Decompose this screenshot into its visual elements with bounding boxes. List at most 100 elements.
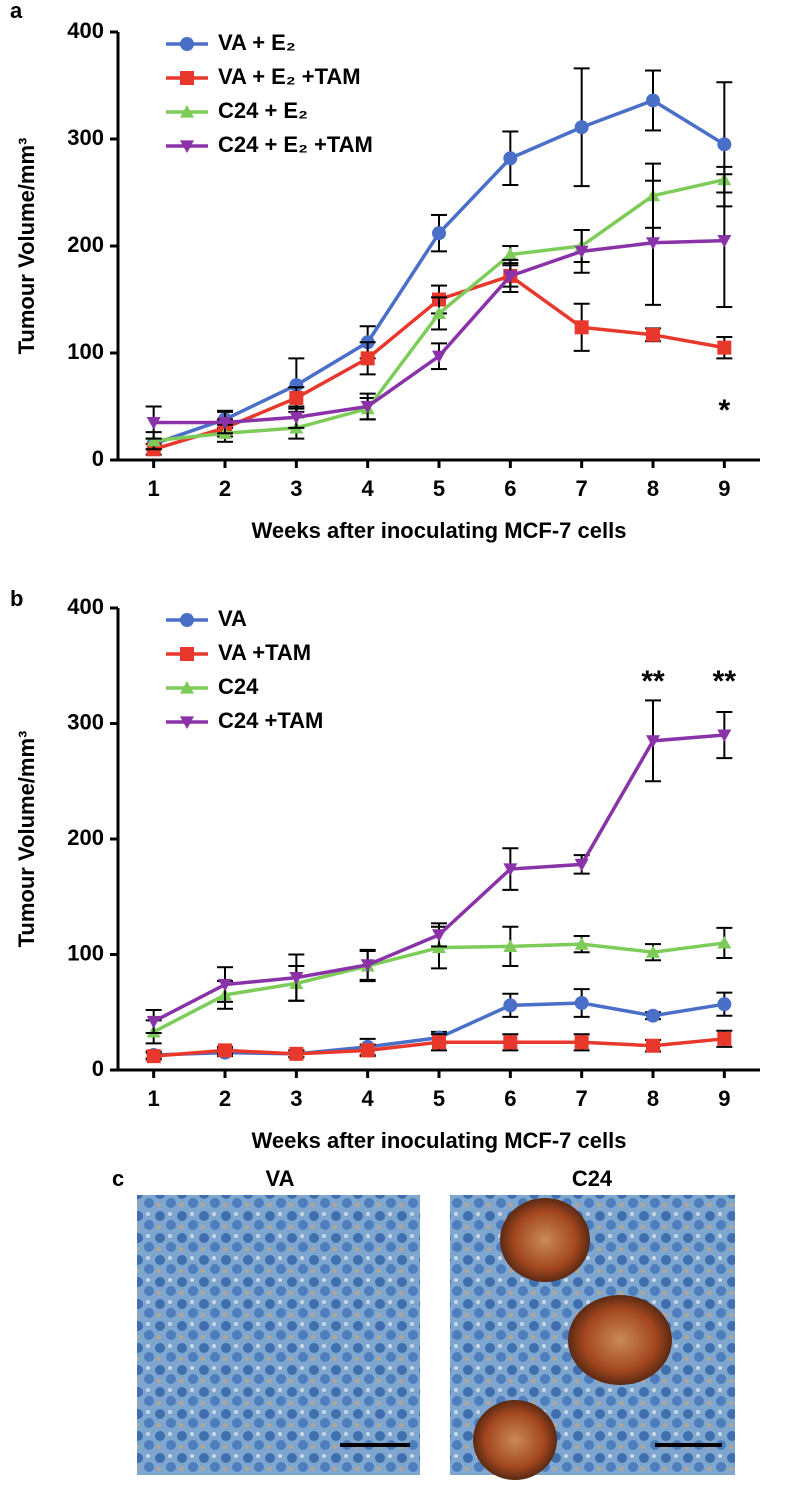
marker bbox=[646, 93, 660, 108]
marker bbox=[574, 245, 589, 259]
marker bbox=[146, 433, 161, 447]
x-tick-label: 6 bbox=[504, 476, 516, 501]
marker bbox=[180, 716, 194, 729]
x-tick-label: 9 bbox=[718, 476, 730, 501]
marker bbox=[180, 71, 194, 85]
y-axis-label: Tumour Volume/mm³ bbox=[14, 731, 39, 948]
legend-label: C24 +TAM bbox=[218, 708, 323, 733]
marker bbox=[289, 1046, 304, 1061]
x-tick-label: 6 bbox=[504, 1086, 516, 1111]
marker bbox=[432, 929, 446, 942]
y-tick-label: 100 bbox=[67, 339, 104, 364]
marker bbox=[180, 140, 194, 153]
marker bbox=[218, 416, 232, 430]
marker bbox=[646, 237, 660, 250]
marker bbox=[574, 937, 589, 950]
y-tick-label: 200 bbox=[67, 825, 104, 850]
marker bbox=[503, 247, 518, 261]
x-tick-label: 7 bbox=[576, 1086, 588, 1111]
panel-label: c bbox=[112, 1166, 124, 1191]
marker bbox=[646, 945, 660, 958]
marker bbox=[289, 972, 304, 985]
marker bbox=[432, 226, 446, 241]
marker bbox=[503, 1035, 518, 1050]
x-tick-label: 4 bbox=[362, 1086, 375, 1111]
x-tick-label: 2 bbox=[219, 1086, 231, 1111]
marker bbox=[503, 939, 518, 953]
marker bbox=[218, 978, 232, 992]
marker bbox=[180, 37, 194, 51]
x-axis-label: Weeks after inoculating MCF-7 cells bbox=[252, 1128, 627, 1153]
stained-cluster bbox=[500, 1198, 590, 1282]
marker bbox=[717, 340, 732, 355]
x-tick-label: 1 bbox=[148, 476, 160, 501]
marker bbox=[646, 1038, 660, 1053]
legend-label: VA bbox=[218, 606, 247, 631]
marker bbox=[717, 997, 732, 1012]
marker bbox=[646, 735, 660, 748]
y-tick-label: 200 bbox=[67, 232, 104, 257]
x-tick-label: 3 bbox=[290, 1086, 302, 1111]
marker bbox=[717, 935, 732, 949]
x-tick-label: 2 bbox=[219, 476, 231, 501]
legend-label: C24 bbox=[218, 674, 259, 699]
marker bbox=[717, 1031, 732, 1046]
x-tick-label: 5 bbox=[433, 1086, 445, 1111]
marker bbox=[432, 350, 446, 364]
annotation: * bbox=[718, 394, 730, 427]
marker bbox=[574, 858, 589, 872]
marker bbox=[646, 327, 660, 342]
marker bbox=[146, 1015, 161, 1029]
x-tick-label: 8 bbox=[647, 1086, 659, 1111]
marker bbox=[180, 681, 194, 694]
marker bbox=[146, 1049, 161, 1064]
x-tick-label: 8 bbox=[647, 476, 659, 501]
y-axis-label: Tumour Volume/mm³ bbox=[14, 138, 39, 355]
micrograph-va bbox=[137, 1195, 420, 1475]
marker bbox=[289, 390, 304, 405]
x-tick-label: 7 bbox=[576, 476, 588, 501]
marker bbox=[574, 996, 589, 1011]
marker bbox=[289, 378, 304, 393]
marker bbox=[146, 416, 161, 430]
image-title: VA bbox=[266, 1166, 295, 1191]
legend-label: VA + E₂ +TAM bbox=[218, 64, 361, 89]
y-tick-label: 0 bbox=[92, 1056, 104, 1081]
legend-label: VA +TAM bbox=[218, 640, 311, 665]
x-tick-label: 4 bbox=[362, 476, 375, 501]
x-tick-label: 3 bbox=[290, 476, 302, 501]
marker bbox=[289, 411, 304, 425]
image-title: C24 bbox=[572, 1166, 613, 1191]
marker bbox=[180, 647, 194, 661]
y-tick-label: 300 bbox=[67, 709, 104, 734]
legend-label: VA + E₂ bbox=[218, 30, 296, 55]
marker bbox=[360, 351, 375, 366]
x-tick-label: 1 bbox=[148, 1086, 160, 1111]
marker bbox=[574, 1035, 589, 1050]
marker bbox=[503, 270, 518, 283]
marker bbox=[360, 1043, 375, 1058]
annotation: ** bbox=[641, 665, 665, 698]
stained-cluster bbox=[473, 1400, 557, 1480]
stained-cluster bbox=[568, 1295, 672, 1385]
panel-c: c VA C24 bbox=[112, 1166, 735, 1480]
marker bbox=[432, 1035, 446, 1050]
panel-label: b bbox=[10, 586, 23, 611]
legend-label: C24 + E₂ +TAM bbox=[218, 132, 373, 157]
y-tick-label: 400 bbox=[67, 594, 104, 619]
marker bbox=[717, 235, 732, 248]
marker bbox=[646, 1008, 660, 1023]
series-line bbox=[152, 733, 725, 1024]
marker bbox=[503, 151, 518, 166]
y-tick-label: 0 bbox=[92, 446, 104, 471]
marker bbox=[574, 320, 589, 335]
x-tick-label: 5 bbox=[433, 476, 445, 501]
marker bbox=[432, 306, 446, 320]
marker bbox=[180, 105, 194, 118]
y-tick-label: 400 bbox=[67, 18, 104, 43]
y-tick-label: 100 bbox=[67, 940, 104, 965]
marker bbox=[503, 863, 518, 877]
marker bbox=[574, 120, 589, 135]
x-axis-label: Weeks after inoculating MCF-7 cells bbox=[252, 518, 627, 543]
